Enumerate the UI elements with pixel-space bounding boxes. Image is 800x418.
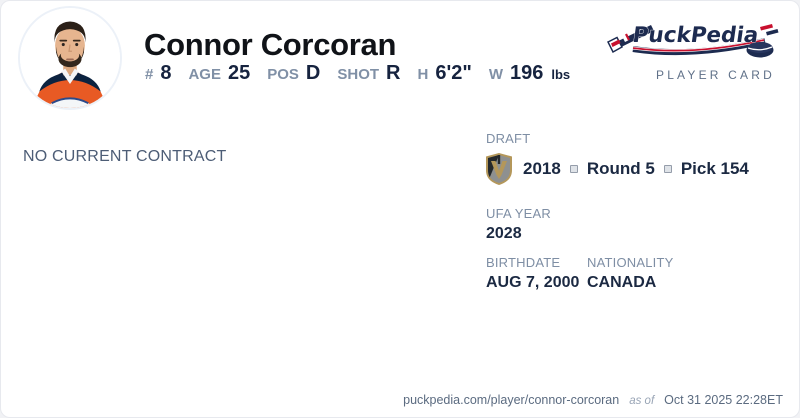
draft-round: Round 5 <box>586 159 655 178</box>
stat-shot: SHOT R <box>337 62 400 85</box>
player-stats-row: # 8 AGE 25 POS D SHOT R H 6'2" W 196 lbs <box>145 62 570 85</box>
stat-age: AGE 25 <box>188 62 250 85</box>
stat-height-value: 6'2" <box>435 62 472 84</box>
stat-number: # 8 <box>145 62 171 85</box>
player-card-subtitle: PLAYER CARD <box>655 68 775 82</box>
birthdate-label: BIRTHDATE <box>486 255 561 270</box>
puckpedia-logo-icon: PuckPedia <box>606 23 779 58</box>
vegas-golden-knights-logo <box>486 153 512 185</box>
nationality-section: NATIONALITY CANADA <box>587 255 673 292</box>
stat-position-label: POS <box>267 66 299 83</box>
birthdate-section: BIRTHDATE AUG 7, 2000 <box>486 255 587 292</box>
stat-weight-value: 196 <box>510 62 544 84</box>
ufa-section: UFA YEAR 2028 <box>486 206 786 243</box>
footer-timestamp: Oct 31 2025 22:28ET <box>664 393 783 407</box>
stat-number-value: 8 <box>160 62 172 84</box>
separator-icon <box>663 165 672 173</box>
nationality-label: NATIONALITY <box>587 255 674 270</box>
stat-weight-unit: lbs <box>551 67 571 82</box>
player-headshot-image <box>20 8 120 108</box>
stat-number-label: # <box>145 66 154 83</box>
footer: puckpedia.com/player/connor-corcoran as … <box>403 393 783 407</box>
stat-age-value: 25 <box>227 62 251 84</box>
draft-row: 2018 Round 5 Pick 154 <box>486 152 786 186</box>
stat-age-label: AGE <box>188 66 221 83</box>
stat-shot-value: R <box>386 62 401 84</box>
stat-weight-label: W <box>488 66 503 83</box>
puckpedia-wordmark: PuckPedia <box>631 23 760 48</box>
ufa-value: 2028 <box>486 225 522 242</box>
draft-year: 2018 <box>523 159 561 178</box>
stat-weight: W 196 lbs <box>489 62 570 85</box>
separator-icon <box>569 165 578 173</box>
stat-position: POS D <box>267 62 320 85</box>
player-name: Connor Corcoran <box>144 27 397 62</box>
player-avatar <box>18 6 122 110</box>
stat-position-value: D <box>305 62 321 84</box>
ufa-label: UFA YEAR <box>486 206 551 221</box>
draft-label: DRAFT <box>486 131 531 146</box>
stat-height: H 6'2" <box>418 62 472 85</box>
draft-pick: Pick 154 <box>680 159 749 178</box>
nationality-value: CANADA <box>587 274 657 291</box>
stat-shot-label: SHOT <box>337 66 380 83</box>
stat-height-label: H <box>417 66 429 83</box>
contract-status: NO CURRENT CONTRACT <box>23 148 227 165</box>
birthdate-value: AUG 7, 2000 <box>486 274 580 291</box>
footer-url[interactable]: puckpedia.com/player/connor-corcoran <box>403 393 620 407</box>
draft-details: 2018 Round 5 Pick 154 <box>523 159 749 179</box>
as-of-label: as of <box>629 395 655 407</box>
player-details: DRAFT 2018 Round 5 Pick 154 UFA YEAR 202… <box>486 131 786 292</box>
birthdate-nationality-row: BIRTHDATE AUG 7, 2000 NATIONALITY CANADA <box>486 255 786 292</box>
puckpedia-logo: PuckPedia <box>606 12 779 66</box>
